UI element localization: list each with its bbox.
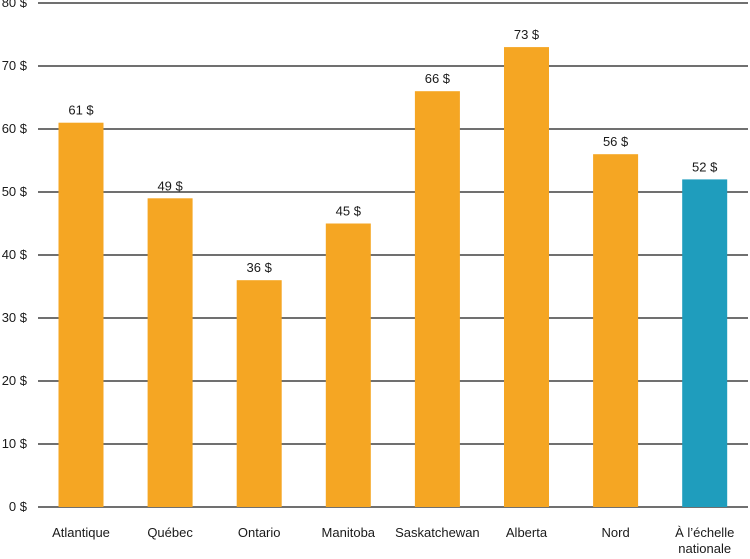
bar-4	[414, 91, 460, 507]
y-tick-label: 30 $	[2, 310, 28, 325]
y-tick-label: 0 $	[9, 499, 28, 514]
category-label: Alberta	[506, 525, 548, 540]
bar-5	[504, 47, 549, 507]
bar-0	[58, 122, 104, 507]
category-label: Manitoba	[322, 525, 376, 540]
value-label: 49 $	[157, 178, 183, 193]
category-labels: Atlantique Québec Ontario Manitoba Saskatche…	[52, 525, 734, 556]
gridlines	[38, 2, 748, 508]
y-tick-label: 10 $	[2, 436, 28, 451]
y-tick-label: 80 $	[2, 0, 28, 10]
value-label: 45 $	[336, 204, 362, 219]
category-label: Québec	[147, 525, 193, 540]
bars	[58, 47, 728, 508]
value-label: 66 $	[425, 71, 451, 86]
value-label: 52 $	[692, 159, 718, 174]
y-tick-label: 60 $	[2, 121, 28, 136]
bar-2	[236, 280, 282, 507]
y-axis-tick-labels: 0 $ 10 $ 20 $ 30 $ 40 $ 50 $ 60 $ 70 $ 80 $	[2, 0, 28, 514]
category-label: Nord	[602, 525, 630, 540]
value-label: 56 $	[603, 134, 629, 149]
bar-3	[325, 223, 371, 507]
y-tick-label: 50 $	[2, 184, 28, 199]
y-tick-label: 70 $	[2, 58, 28, 73]
bar-6	[593, 154, 639, 507]
y-tick-label: 20 $	[2, 373, 28, 388]
category-label: Saskatchewan	[395, 525, 480, 540]
bar-7	[682, 179, 728, 507]
category-label: Atlantique	[52, 525, 110, 540]
y-tick-label: 40 $	[2, 247, 28, 262]
value-label: 36 $	[247, 260, 273, 275]
category-label: nationale	[678, 541, 731, 556]
bar-1	[147, 198, 193, 508]
value-label: 61 $	[68, 103, 94, 118]
value-label: 73 $	[514, 27, 540, 42]
category-label: À l’échelle	[675, 525, 734, 540]
category-label: Ontario	[238, 525, 281, 540]
value-labels: 61 $ 49 $ 36 $ 45 $ 66 $ 73 $ 56 $ 52 $	[68, 27, 718, 275]
